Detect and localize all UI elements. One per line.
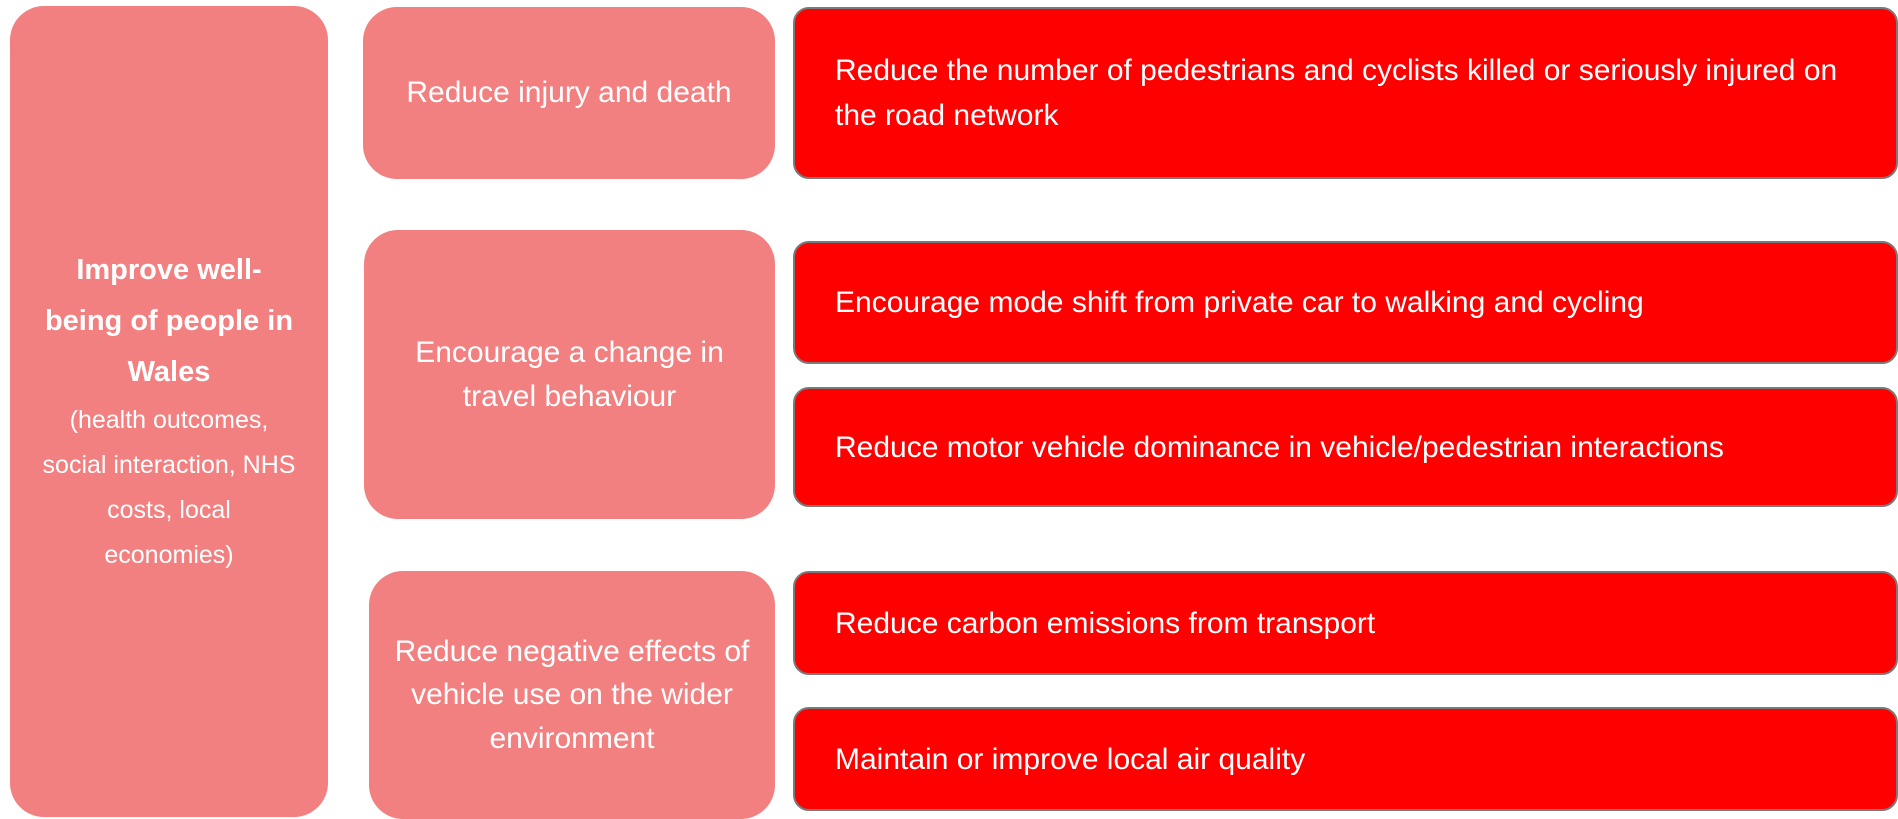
outcome: Encourage mode shift from private car to…: [793, 241, 1898, 364]
goal-title: Improve well-being of people in Wales: [44, 254, 294, 388]
goal-box: Improve well-being of people in Wales (h…: [10, 6, 328, 817]
objective: Reduce negative effects of vehicle use o…: [369, 571, 775, 819]
outcome: Reduce motor vehicle dominance in vehicl…: [793, 387, 1898, 507]
goal-subtitle: (health outcomes, social interaction, NH…: [42, 405, 296, 569]
objective: Reduce injury and death: [363, 7, 775, 179]
outcome: Reduce the number of pedestrians and cyc…: [793, 7, 1898, 179]
outcome: Maintain or improve local air quality: [793, 707, 1898, 811]
outcome: Reduce carbon emissions from transport: [793, 571, 1898, 675]
objective: Encourage a change in travel behaviour: [364, 230, 775, 519]
